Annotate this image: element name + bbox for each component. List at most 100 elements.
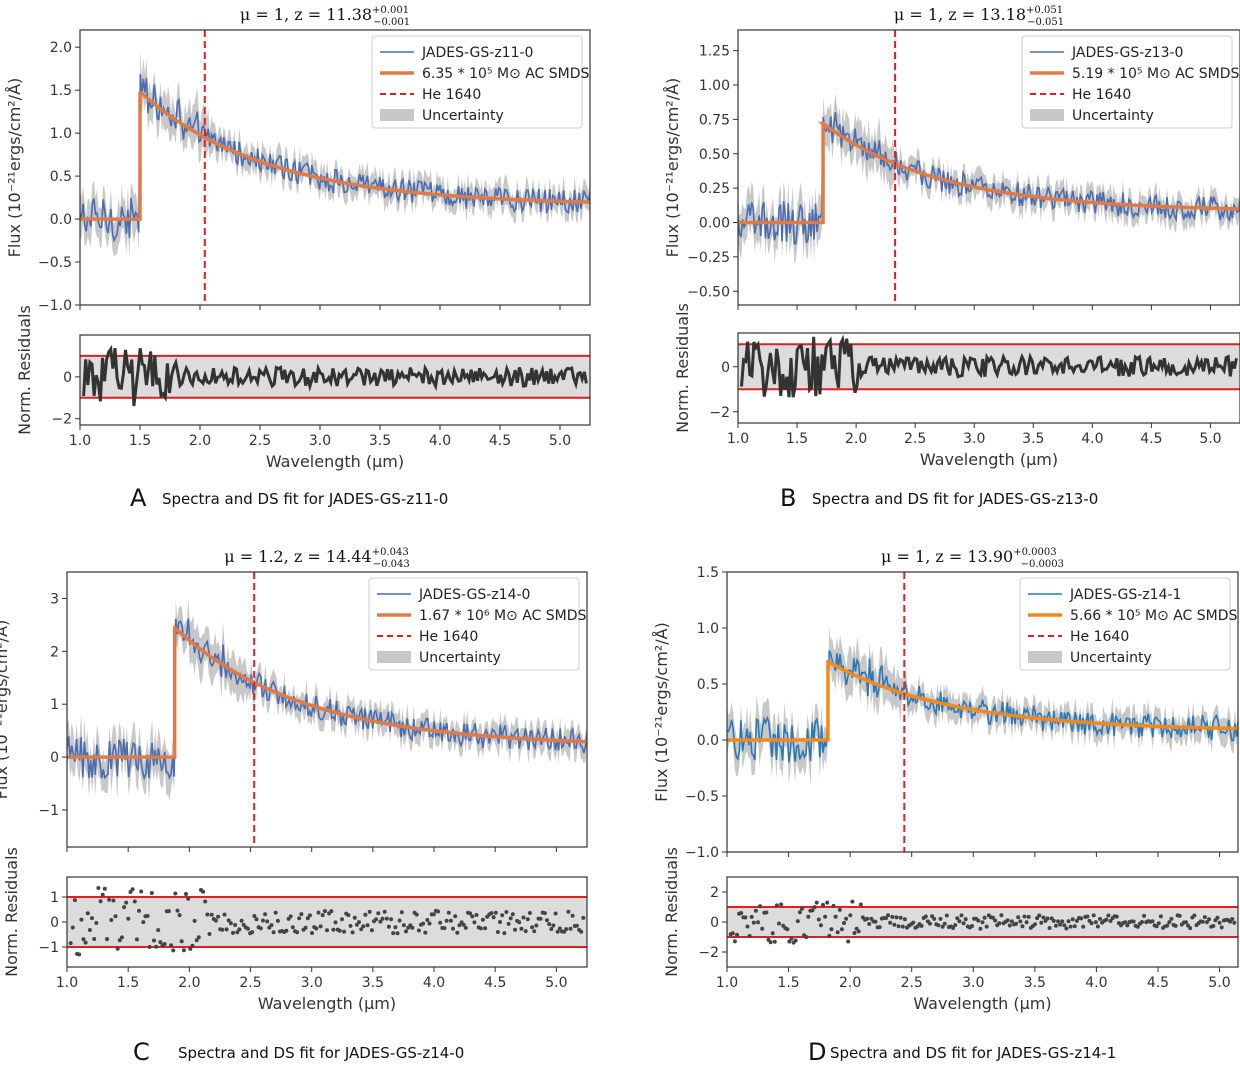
residual-point [393,925,398,930]
x-tick-label: 4.5 [484,975,506,991]
residual-point [273,910,278,915]
x-tick-label: 2.5 [249,433,271,449]
legend-label: JADES-GS-z13-0 [1071,45,1183,61]
residual-point [789,936,794,941]
residual-point [87,928,92,932]
residual-point [1200,919,1205,924]
residual-y-tick-label: 0 [50,915,59,931]
panel-C: −1 0 1 2 3 Flux (10⁻²¹ergs/cm²/Å) μ = 1.2, z =… [0,547,588,1066]
caption-text: Spectra and DS fit for JADES-GS-z14-0 [178,1044,464,1062]
data-series-line [727,650,1238,763]
residual-point [442,926,447,931]
residual-point [209,912,214,917]
residual-point [800,906,804,911]
residual-point [156,928,161,933]
panel-title: μ = 1, z = 13.90+0.0003 −0.0003 [881,547,1064,570]
residual-point [226,918,231,923]
x-tick-label: 5.0 [545,975,567,991]
y-tick-label: 0.5 [697,677,719,693]
residual-point [436,909,441,914]
residual-point [184,892,188,896]
residual-point [1033,922,1037,927]
residual-point [453,914,458,919]
residual-point [318,924,323,929]
residual-point [1045,916,1050,921]
residual-point [777,921,781,926]
y-tick-label: −1.0 [38,298,72,314]
y-axis-label: Flux (10⁻²¹ergs/cm²/Å) [5,78,24,258]
residual-point [495,930,500,934]
x-tick-label: 5.0 [549,433,571,449]
residual-point [506,921,511,926]
residual-point [839,927,844,932]
residual-point [173,891,178,896]
residual-point [930,914,935,919]
residual-point [455,930,460,935]
residual-point [378,919,383,924]
title-lower-error: −0.043 [373,559,410,570]
residual-point [1108,919,1113,923]
residual-point [844,916,849,921]
residual-point [835,930,840,935]
residual-point [186,896,191,901]
residual-point [337,928,342,933]
residual-point [222,912,227,917]
residual-point [205,912,210,917]
x-tick-label: 5.0 [1199,431,1221,447]
y-tick-label: −0.5 [685,789,719,805]
uncertainty-band [80,50,590,257]
x-axis-label: Wavelength (μm) [913,994,1051,1013]
residual-point [258,926,263,931]
residual-point [519,926,524,931]
x-tick-label: 4.0 [1081,431,1103,447]
residual-point [149,891,154,895]
residual-point [192,918,197,923]
residual-point [423,930,428,935]
residual-point [1014,921,1019,926]
residual-y-tick-label: −1 [38,940,59,956]
residual-point [126,916,131,921]
residual-point [1177,913,1182,918]
residual-point [263,912,268,917]
residual-point [980,920,985,925]
residual-point [483,926,488,931]
residual-point [818,923,823,928]
residual-point [175,908,180,913]
residual-point [307,913,312,918]
residual-point [942,921,947,926]
residual-point [545,918,549,923]
residual-y-tick-label: 0 [721,360,730,376]
x-tick-label: 2.5 [239,975,261,991]
y-tick-label: 0.50 [699,147,730,163]
residual-point [951,926,956,930]
legend-label: Uncertainty [1070,650,1152,666]
residual-point [421,921,426,926]
residual-point [953,923,958,928]
legend-label: He 1640 [1070,629,1129,645]
x-tick-label: 1.5 [777,975,799,991]
residual-point [745,924,750,929]
legend: JADES-GS-z14-1 5.66 * 10⁵ M⊙ AC SMDS He 16… [1019,577,1238,671]
x-tick-label: 2.0 [178,975,200,991]
residual-point [732,939,737,944]
x-tick-label: 2.0 [189,433,211,449]
x-tick-label: 2.5 [904,431,926,447]
residual-point [470,914,475,919]
panel-title: μ = 1, z = 11.38+0.001 −0.001 [240,5,410,28]
residual-point [100,892,105,897]
residual-point [401,923,406,928]
residual-point [188,946,193,951]
residual-point [1106,913,1111,918]
x-tick-label: 1.0 [716,975,738,991]
caption-letter: B [780,484,796,512]
residual-point [303,925,308,930]
residual-point [316,910,321,915]
residual-point [1072,924,1077,929]
residual-point [376,911,381,916]
x-tick-label: 3.0 [301,975,323,991]
residual-point [162,942,167,946]
residual-point [130,887,135,892]
model-fit-line [80,90,590,221]
residual-point [361,924,366,929]
residual-point [107,897,112,902]
